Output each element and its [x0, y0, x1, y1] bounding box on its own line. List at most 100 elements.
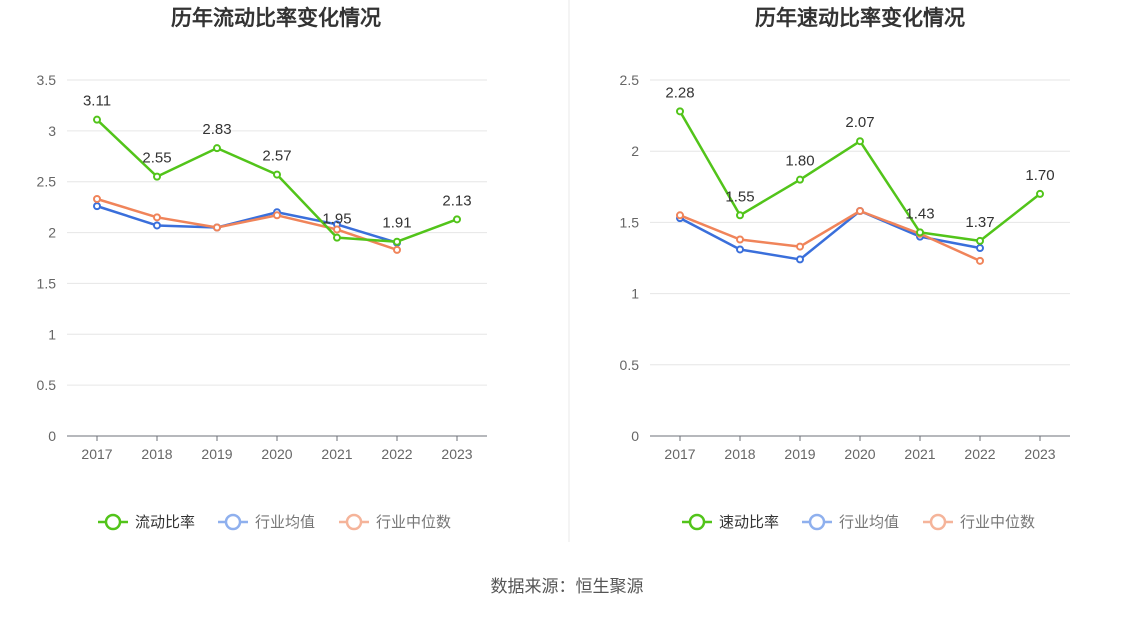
legend-marker [345, 513, 363, 531]
chart-title: 历年速动比率变化情况 [755, 6, 965, 30]
x-tick-label: 2023 [441, 446, 472, 462]
x-tick-label: 2019 [201, 446, 232, 462]
data-point [856, 137, 864, 146]
legend-label: 行业均值 [255, 514, 315, 531]
legend-item-2: 行业均值 [802, 513, 899, 531]
data-label: 1.70 [1025, 167, 1054, 184]
data-point [333, 233, 341, 242]
chart-panel-1: 历年流动比率变化情况 0 0.5 1 1.5 2 2.5 3 3.5 2017 2018 2019 20… [37, 6, 487, 531]
data-point [153, 172, 161, 181]
y-tick-label: 1.5 [37, 275, 57, 291]
y-tick-label: 1 [631, 286, 639, 302]
data-point [93, 115, 101, 124]
y-tick-label: 0.5 [620, 357, 640, 373]
x-tick-label: 2022 [381, 446, 412, 462]
legend-label: 行业均值 [839, 514, 899, 531]
y-tick-label: 3.5 [37, 72, 57, 88]
legend-item-2: 行业均值 [218, 513, 315, 531]
legend-item-1: 速动比率 [682, 513, 779, 531]
data-point [736, 211, 744, 220]
x-tick-label: 2021 [321, 446, 352, 462]
data-point [976, 244, 984, 253]
data-point [333, 225, 341, 234]
legend-label: 速动比率 [719, 514, 779, 531]
y-tick-label: 2 [631, 143, 639, 159]
legend-label: 行业中位数 [376, 514, 451, 531]
series-line-2 [96, 204, 398, 244]
y-tick-label: 0.5 [37, 377, 57, 393]
data-label: 1.80 [785, 153, 814, 170]
legend-marker [808, 513, 826, 531]
data-label: 1.95 [322, 211, 351, 228]
data-point [273, 211, 281, 220]
data-label: 2.28 [665, 84, 694, 101]
data-point [856, 207, 864, 216]
y-tick-label: 0 [48, 428, 56, 444]
data-point [796, 255, 804, 264]
x-tick-label: 2017 [81, 446, 112, 462]
x-tick-label: 2021 [904, 446, 935, 462]
data-point [1036, 189, 1044, 198]
source-text: 数据来源：恒生聚源 [490, 577, 644, 596]
data-label: 3.11 [83, 93, 111, 110]
x-tick-label: 2020 [844, 446, 875, 462]
data-point [213, 223, 221, 232]
y-tick-label: 2.5 [620, 72, 640, 88]
data-label: 2.13 [442, 192, 471, 209]
data-point [393, 237, 401, 246]
legend-marker [929, 513, 947, 531]
data-label: 1.55 [725, 188, 754, 205]
y-tick-label: 2 [48, 225, 56, 241]
x-tick-label: 2022 [964, 446, 995, 462]
data-label: 1.37 [965, 214, 994, 231]
data-point [796, 242, 804, 251]
data-point [93, 202, 101, 211]
data-point [213, 144, 221, 153]
data-point [976, 236, 984, 245]
data-point [976, 256, 984, 265]
y-tick-label: 0 [631, 428, 639, 444]
data-point [273, 170, 281, 179]
data-label: 2.83 [202, 121, 231, 138]
legend-marker [104, 513, 122, 531]
data-point [393, 245, 401, 254]
data-label: 2.57 [262, 148, 291, 165]
series-line-3 [679, 209, 981, 262]
x-tick-label: 2017 [664, 446, 695, 462]
legend-marker [688, 513, 706, 531]
data-point [93, 195, 101, 204]
x-tick-label: 2018 [141, 446, 172, 462]
chart-panel-2: 历年速动比率变化情况 0 0.5 1 1.5 2 2.5 2017 2018 2019 2020 20… [620, 6, 1070, 531]
y-tick-label: 3 [48, 123, 56, 139]
data-label: 1.43 [905, 205, 934, 222]
data-point [796, 175, 804, 184]
data-point [736, 245, 744, 254]
data-label: 2.55 [142, 150, 171, 167]
series-line-3 [96, 197, 398, 252]
legend-item-3: 行业中位数 [339, 513, 451, 531]
data-point [916, 228, 924, 237]
data-point [453, 215, 461, 224]
legend-marker [224, 513, 242, 531]
x-tick-label: 2023 [1024, 446, 1055, 462]
y-tick-label: 2.5 [37, 174, 57, 190]
data-point [676, 211, 684, 220]
data-point [676, 107, 684, 116]
chart-title: 历年流动比率变化情况 [171, 6, 381, 30]
data-point [736, 235, 744, 244]
y-tick-label: 1 [48, 326, 56, 342]
x-tick-label: 2019 [784, 446, 815, 462]
y-tick-label: 1.5 [620, 214, 640, 230]
legend-label: 流动比率 [135, 514, 195, 531]
data-point [153, 213, 161, 222]
data-point [153, 221, 161, 230]
legend-item-1: 流动比率 [98, 513, 195, 531]
x-tick-label: 2020 [261, 446, 292, 462]
data-label: 2.07 [845, 114, 874, 131]
legend-item-3: 行业中位数 [923, 513, 1035, 531]
data-label: 1.91 [382, 215, 411, 232]
x-tick-label: 2018 [724, 446, 755, 462]
legend-label: 行业中位数 [960, 514, 1035, 531]
